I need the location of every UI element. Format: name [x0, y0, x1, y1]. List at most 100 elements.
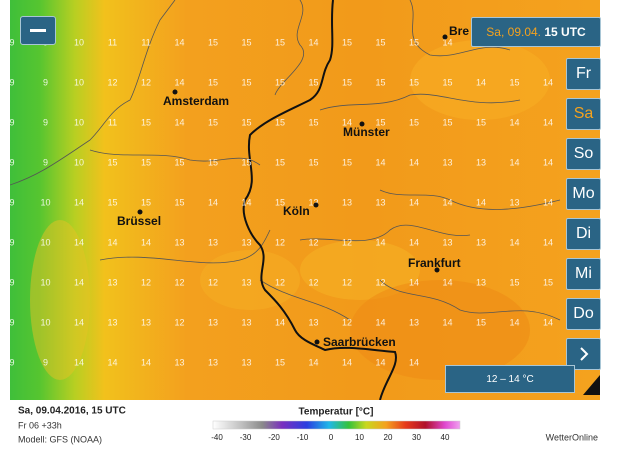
- day-button[interactable]: Mo: [566, 178, 601, 210]
- grid-value: 14: [174, 77, 184, 87]
- minus-icon: [30, 29, 46, 32]
- grid-value: 12: [308, 277, 318, 287]
- next-button[interactable]: [566, 338, 601, 370]
- grid-value: 14: [509, 237, 519, 247]
- border: [274, 0, 304, 96]
- grid-value: 12: [342, 277, 352, 287]
- grid-value: 13: [208, 237, 218, 247]
- temp-patch: [300, 240, 420, 300]
- grid-value: 14: [442, 37, 452, 47]
- scale-tick-label: 0: [329, 433, 334, 442]
- city-dot: [313, 202, 319, 208]
- grid-value: 14: [308, 37, 318, 47]
- grid-value: 12: [342, 317, 352, 327]
- grid-value: 13: [476, 277, 486, 287]
- grid-value: 13: [241, 237, 251, 247]
- grid-value: 11: [108, 37, 117, 47]
- city-dot: [314, 339, 320, 345]
- grid-value: 14: [275, 317, 285, 327]
- day-button[interactable]: So: [566, 138, 601, 170]
- border: [409, 0, 511, 57]
- grid-value: 15: [107, 197, 117, 207]
- grid-value: 12: [174, 277, 184, 287]
- grid-value: 14: [543, 237, 553, 247]
- grid-value: 15: [342, 157, 352, 167]
- color-scale: -40 -30 -20 -10 0 10 20 30 40: [211, 433, 450, 442]
- grid-value: 14: [342, 357, 352, 367]
- grid-value: 14: [141, 357, 151, 367]
- grid-value: 13: [174, 357, 184, 367]
- grid-value: 13: [509, 197, 519, 207]
- day-button[interactable]: Mi: [566, 258, 601, 290]
- grid-value: 14: [476, 77, 486, 87]
- grid-value: 15: [442, 77, 452, 87]
- grid-value: 9: [43, 357, 48, 367]
- city-dot: [359, 121, 365, 127]
- city-dot: [172, 89, 178, 95]
- grid-value: 14: [308, 357, 318, 367]
- grid-value: 14: [543, 117, 553, 127]
- grid-value: 13: [174, 237, 184, 247]
- value-box: 12 – 14 °C: [445, 365, 575, 393]
- grid-value: 9: [9, 197, 14, 207]
- grid-value: 15: [208, 77, 218, 87]
- grid-value: 15: [476, 117, 486, 127]
- grid-value: 12: [141, 277, 151, 287]
- grid-value: 14: [409, 157, 419, 167]
- borders: [10, 0, 561, 321]
- zoom-out-button[interactable]: [20, 16, 56, 45]
- color-bar: [212, 420, 461, 430]
- corner-toggle[interactable]: [583, 375, 600, 395]
- day-button[interactable]: Fr: [566, 58, 601, 90]
- grid-value: 15: [509, 77, 519, 87]
- city-dot: [137, 209, 143, 215]
- grid-value: 12: [275, 277, 285, 287]
- grid-value: 14: [409, 237, 419, 247]
- grid-value: 9: [43, 77, 48, 87]
- grid-value: 9: [9, 237, 14, 247]
- grid-value: 14: [208, 197, 218, 207]
- grid-value: 14: [74, 197, 84, 207]
- grid-value: 14: [442, 277, 452, 287]
- grid-value: 14: [375, 317, 385, 327]
- grid-value: 15: [375, 37, 385, 47]
- grid-value: 10: [74, 157, 84, 167]
- grid-value: 14: [141, 237, 151, 247]
- grid-value: 15: [409, 37, 419, 47]
- grid-value: 15: [241, 77, 251, 87]
- grid-value: 14: [74, 317, 84, 327]
- border: [89, 149, 261, 166]
- city-label: Bre: [449, 24, 469, 38]
- grid-value: 14: [375, 157, 385, 167]
- grid-value: 12: [342, 237, 352, 247]
- time-box-time: 15 UTC: [544, 25, 586, 39]
- grid-value: 14: [442, 197, 452, 207]
- grid-value: 12: [308, 237, 318, 247]
- grid-value: 13: [208, 317, 218, 327]
- city-label: Brüssel: [117, 214, 161, 228]
- footer-bg: [10, 400, 600, 459]
- grid-value: 14: [375, 357, 385, 367]
- grid-value: 15: [141, 197, 151, 207]
- grid-value: 15: [241, 157, 251, 167]
- grid-value: 10: [74, 77, 84, 87]
- footer-date: Sa, 09.04.2016, 15 UTC: [18, 406, 126, 417]
- grid-value: 10: [40, 197, 50, 207]
- day-button[interactable]: Sa: [566, 98, 601, 130]
- map-layer: [10, 0, 600, 400]
- grid-value: 15: [543, 277, 553, 287]
- temp-patch: [410, 40, 550, 120]
- grid-value: 15: [208, 117, 218, 127]
- day-button[interactable]: Do: [566, 298, 601, 330]
- grid-value: 9: [9, 317, 14, 327]
- city-label: Münster: [343, 125, 390, 139]
- grid-value: 14: [174, 117, 184, 127]
- grid-value: 9: [43, 157, 48, 167]
- scale-tick-label: 20: [384, 433, 393, 442]
- scale-tick-label: -20: [268, 433, 280, 442]
- grid-value: 10: [40, 317, 50, 327]
- day-button[interactable]: Di: [566, 218, 601, 250]
- grid-value: 15: [409, 77, 419, 87]
- grid-value: 13: [241, 357, 251, 367]
